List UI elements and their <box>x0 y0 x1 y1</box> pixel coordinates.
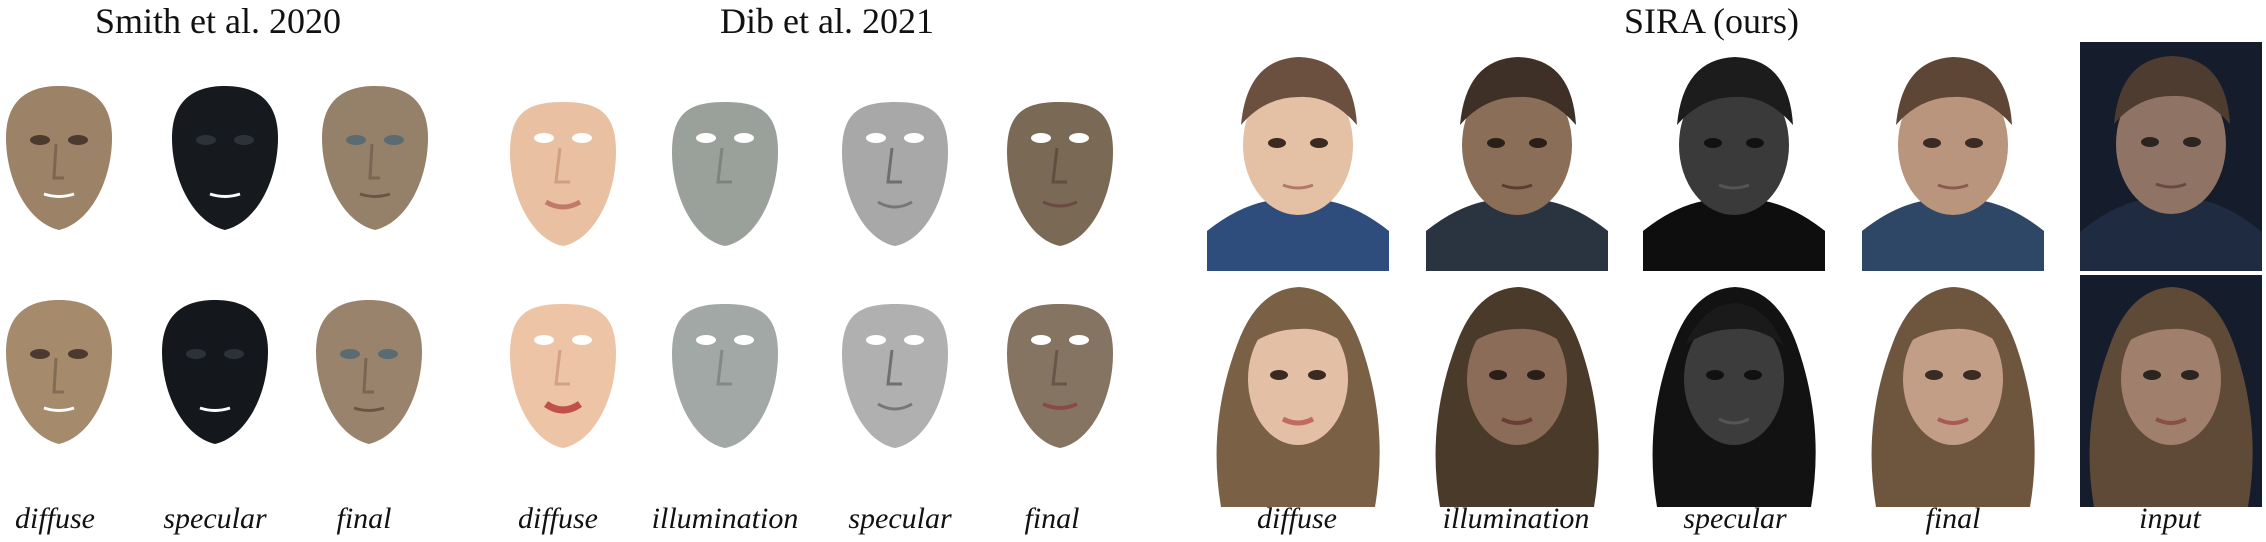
label-sira-final: final <box>1925 502 1981 535</box>
label-sira-input: input <box>2139 502 2201 535</box>
sira-specular-portrait-top <box>1643 45 1825 271</box>
dib-specular-face-top <box>838 98 952 250</box>
sira-final-portrait-top <box>1862 45 2044 271</box>
label-sira-illumination: illumination <box>1442 502 1590 535</box>
sira-input-photo-bottom <box>2080 275 2262 507</box>
label-smith-diffuse: diffuse <box>15 502 95 535</box>
dib-diffuse-face-bottom <box>506 300 620 452</box>
smith-specular-face-bottom <box>158 296 272 448</box>
dib-final-face-top <box>1003 98 1117 250</box>
smith-diffuse-face-top <box>2 82 116 234</box>
label-sira-diffuse: diffuse <box>1257 502 1337 535</box>
sira-specular-portrait-bottom <box>1643 275 1825 507</box>
label-dib-illumination: illumination <box>651 502 799 535</box>
heading-sira: SIRA (ours) <box>1624 1 1800 41</box>
label-smith-specular: specular <box>163 502 267 535</box>
smith-specular-face-top <box>168 82 282 234</box>
sira-illumination-portrait-top <box>1426 45 1608 271</box>
dib-specular-face-bottom <box>838 300 952 452</box>
label-dib-final: final <box>1024 502 1080 535</box>
label-smith-final: final <box>336 502 392 535</box>
sira-input-photo-top <box>2080 42 2262 271</box>
sira-diffuse-portrait-top <box>1207 45 1389 271</box>
dib-illumination-face-top <box>668 98 782 250</box>
label-dib-specular: specular <box>848 502 952 535</box>
smith-diffuse-face-bottom <box>2 296 116 448</box>
label-sira-specular: specular <box>1683 502 1787 535</box>
smith-final-face-bottom <box>312 296 426 448</box>
sira-illumination-portrait-bottom <box>1426 275 1608 507</box>
dib-illumination-face-bottom <box>668 300 782 452</box>
sira-final-portrait-bottom <box>1862 275 2044 507</box>
dib-final-face-bottom <box>1003 300 1117 452</box>
label-dib-diffuse: diffuse <box>518 502 598 535</box>
heading-dib: Dib et al. 2021 <box>720 1 934 41</box>
dib-diffuse-face-top <box>506 98 620 250</box>
smith-final-face-top <box>318 82 432 234</box>
heading-smith: Smith et al. 2020 <box>95 1 341 41</box>
sira-diffuse-portrait-bottom <box>1207 275 1389 507</box>
